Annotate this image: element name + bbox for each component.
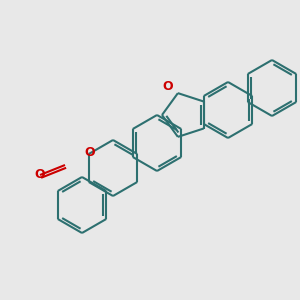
Text: O: O bbox=[85, 146, 95, 158]
Text: O: O bbox=[163, 80, 173, 94]
Text: O: O bbox=[35, 169, 45, 182]
